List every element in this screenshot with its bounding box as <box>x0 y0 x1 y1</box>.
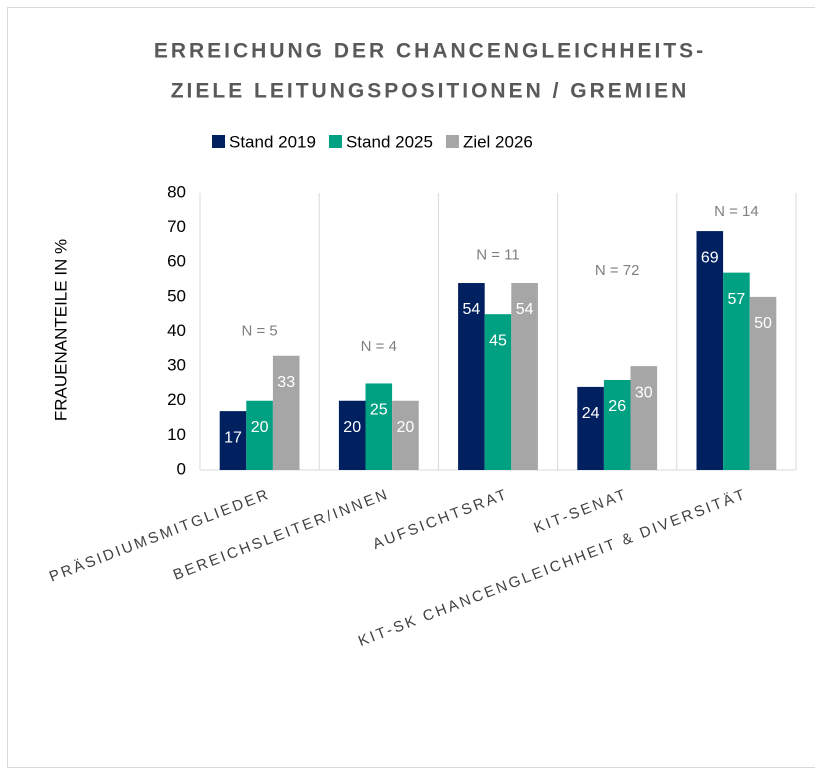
annotation: N = 72 <box>595 262 640 279</box>
data-label: 20 <box>397 419 415 436</box>
annotation: N = 4 <box>361 338 397 355</box>
bar <box>338 400 366 470</box>
bar <box>749 296 777 470</box>
bar <box>272 355 300 470</box>
chart-title: ERREICHUNG DER CHANCENGLEICHHEITS- <box>154 40 706 63</box>
bar <box>723 272 750 470</box>
bar <box>484 314 512 470</box>
bar <box>603 379 631 470</box>
data-label: 50 <box>754 315 772 332</box>
chart-title: ZIELE LEITUNGSPOSITIONEN / GREMIEN <box>171 80 690 103</box>
y-tick-label: 60 <box>167 252 186 271</box>
y-tick-label: 70 <box>167 217 186 236</box>
data-label: 24 <box>582 405 600 422</box>
data-label: 69 <box>701 249 719 266</box>
data-label: 20 <box>343 419 361 436</box>
y-tick-label: 10 <box>167 425 186 444</box>
legend-label: Stand 2019 <box>229 132 316 151</box>
bar <box>630 366 658 470</box>
annotation: N = 14 <box>714 203 759 220</box>
annotation: N = 11 <box>476 246 520 263</box>
data-label: 17 <box>224 429 242 446</box>
legend-label: Stand 2025 <box>346 132 433 151</box>
y-tick-label: 50 <box>167 286 186 305</box>
bar <box>365 383 393 470</box>
data-label: 26 <box>608 398 626 415</box>
data-label: 33 <box>277 374 295 391</box>
bar <box>246 400 273 470</box>
y-tick-label: 20 <box>167 390 186 409</box>
y-tick-label: 40 <box>167 321 186 340</box>
y-tick-label: 30 <box>167 356 186 375</box>
chart-border <box>7 7 815 768</box>
data-label: 54 <box>463 301 481 318</box>
bar <box>392 400 419 470</box>
data-label: 57 <box>728 291 746 308</box>
annotation: N = 5 <box>241 322 277 339</box>
bar <box>511 283 538 470</box>
data-label: 25 <box>370 402 388 419</box>
y-tick-label: 80 <box>167 182 186 201</box>
y-tick-label: 0 <box>177 459 186 478</box>
data-label: 30 <box>635 384 653 401</box>
data-label: 45 <box>489 332 507 349</box>
legend-swatch <box>328 135 342 148</box>
data-label: 54 <box>516 301 534 318</box>
legend-swatch <box>445 135 459 148</box>
bar <box>696 231 724 470</box>
legend-swatch <box>212 135 225 148</box>
bar <box>458 283 485 470</box>
data-label: 20 <box>251 419 269 436</box>
y-axis-label: FRAUENANTEILE IN % <box>51 239 70 421</box>
legend-label: Ziel 2026 <box>463 132 533 151</box>
bar <box>577 386 604 470</box>
bar <box>219 411 247 470</box>
